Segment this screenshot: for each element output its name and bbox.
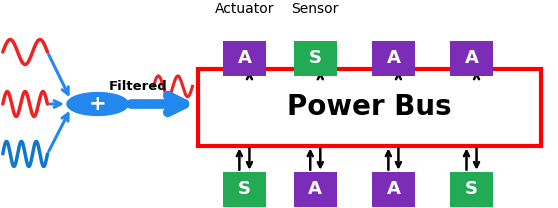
Text: S: S [238,180,251,198]
Text: Sensor: Sensor [292,2,339,16]
Text: A: A [465,49,478,67]
Text: A: A [387,180,400,198]
FancyBboxPatch shape [372,172,415,207]
FancyBboxPatch shape [450,41,493,76]
Text: Filtered: Filtered [109,80,167,93]
FancyBboxPatch shape [294,41,337,76]
Text: A: A [387,49,400,67]
Text: A: A [238,49,251,67]
FancyBboxPatch shape [198,69,541,146]
Text: S: S [309,49,322,67]
FancyBboxPatch shape [372,41,415,76]
Text: S: S [465,180,478,198]
Circle shape [67,93,128,115]
FancyBboxPatch shape [223,172,266,207]
Text: A: A [309,180,322,198]
Text: Actuator: Actuator [215,2,274,16]
Text: +: + [89,94,107,114]
Text: Power Bus: Power Bus [287,93,452,121]
FancyBboxPatch shape [223,41,266,76]
FancyBboxPatch shape [450,172,493,207]
FancyBboxPatch shape [294,172,337,207]
